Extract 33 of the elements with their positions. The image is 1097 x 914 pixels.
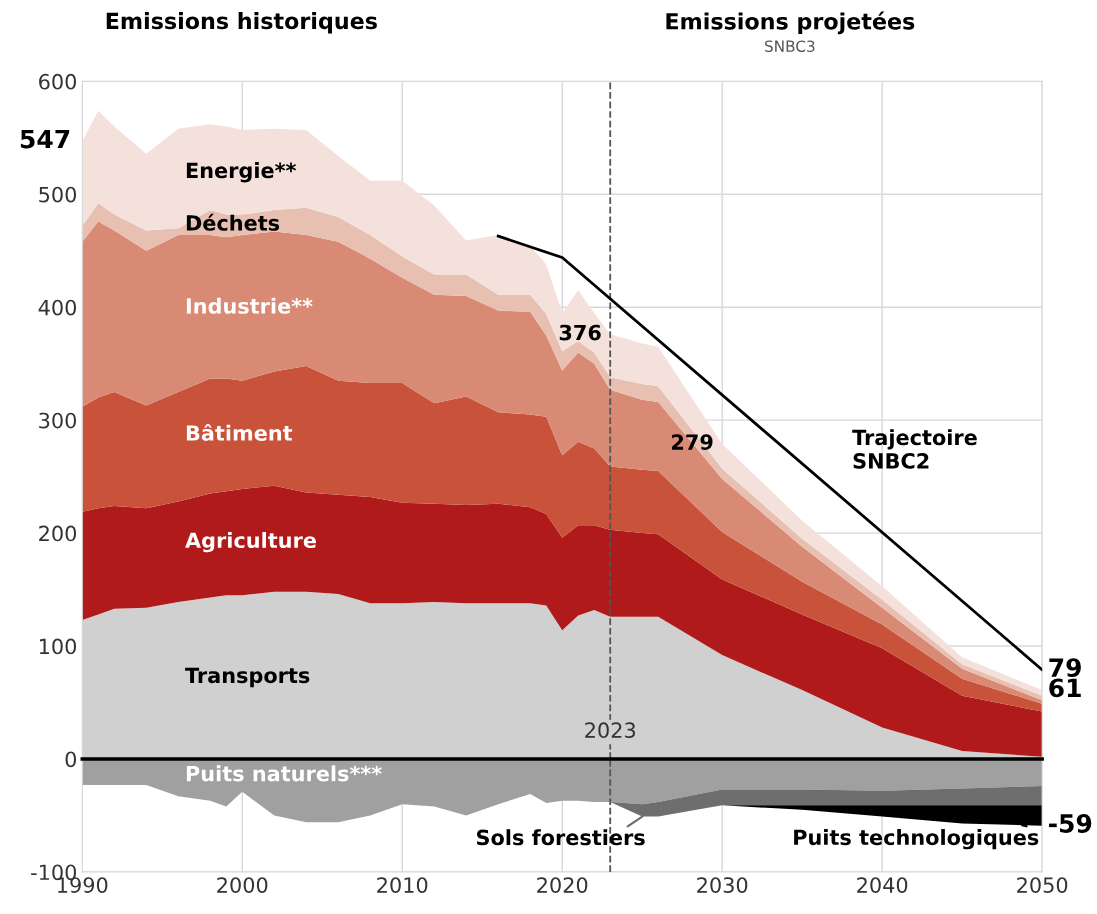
- x-tick-label: 2030: [697, 877, 748, 893]
- annotation: 376: [559, 324, 601, 341]
- series-label: Transports: [185, 667, 310, 688]
- y-tick-label: 0: [65, 751, 77, 768]
- text: Emissions projetées: [666, 11, 915, 35]
- series-label: Déchets: [186, 213, 280, 231]
- text: Emissions historiques: [106, 12, 377, 34]
- ref-line-label: 2023: [585, 722, 636, 739]
- series-label: Puits naturels***: [186, 765, 382, 782]
- annotation: -59: [1049, 814, 1092, 833]
- x-tick-label: 2040: [857, 877, 908, 893]
- y-tick-label: 300: [39, 412, 77, 429]
- series-label: Bâtiment: [186, 423, 293, 441]
- y-tick-label: 500: [39, 186, 77, 203]
- annotation: 279: [672, 434, 713, 450]
- annotation: 61: [1049, 678, 1081, 698]
- annotation: 547: [20, 129, 70, 149]
- x-tick-label: 2010: [377, 877, 428, 893]
- y-tick-label: 200: [39, 525, 77, 542]
- annotation: 79: [1049, 658, 1081, 678]
- series-label: Industrie**: [186, 297, 313, 314]
- x-tick-label: 2050: [1017, 877, 1068, 893]
- y-tick-label: 100: [39, 638, 77, 655]
- series-label: Energie**: [186, 162, 297, 183]
- y-tick-label: 400: [38, 299, 77, 316]
- legend-label: Puits technologiques: [794, 829, 1039, 850]
- series-label: Trajectoire SNBC2: [852, 429, 977, 469]
- x-tick-label: 2000: [217, 877, 268, 893]
- y-tick-label: 600: [39, 73, 77, 90]
- series-label: Agriculture: [185, 532, 316, 553]
- x-tick-label: 2020: [537, 877, 588, 893]
- legend-label: Sols forestiers: [477, 829, 645, 846]
- text: SNBC3: [764, 40, 815, 52]
